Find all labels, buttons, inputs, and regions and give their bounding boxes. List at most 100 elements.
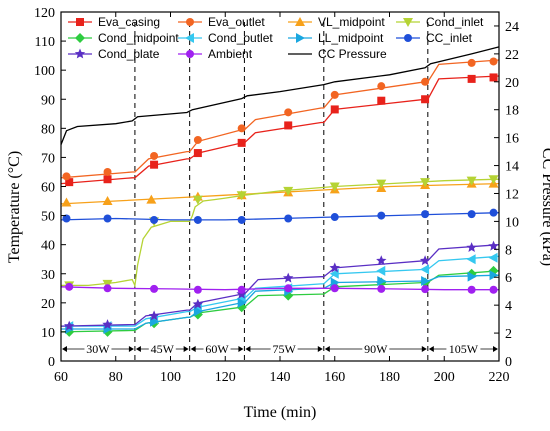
data-point xyxy=(148,310,160,321)
series-vl-midpoint xyxy=(60,178,500,207)
data-point xyxy=(193,135,202,144)
legend-label: Eva_casing xyxy=(98,15,160,29)
phase-arrow-head-left xyxy=(135,346,141,352)
phase-arrow-head-right xyxy=(238,346,244,352)
series-cond-plate xyxy=(60,240,500,331)
y-tick-label: 50 xyxy=(41,210,55,225)
x-tick-label: 80 xyxy=(109,370,123,385)
legend-swatch-marker xyxy=(76,18,84,26)
data-point xyxy=(330,90,339,99)
legend-swatch-marker xyxy=(74,48,86,59)
legend-swatch-marker xyxy=(296,33,305,43)
data-point xyxy=(329,182,340,192)
y-tick-label: 10 xyxy=(41,326,55,341)
legend-swatch-marker xyxy=(403,18,413,27)
y2-tick-label: 2 xyxy=(505,327,512,342)
data-point xyxy=(237,215,246,224)
data-point xyxy=(489,57,498,66)
y2-tick-label: 22 xyxy=(505,48,519,63)
plot-frame xyxy=(60,11,500,362)
data-point xyxy=(330,105,339,114)
data-point xyxy=(376,179,387,189)
data-point xyxy=(236,191,247,201)
legend-label: VL_midpoint xyxy=(318,15,385,29)
series-line xyxy=(60,182,500,205)
series-line xyxy=(60,244,500,327)
y-tick-label: 100 xyxy=(34,64,55,79)
y-tick-label: 0 xyxy=(48,355,55,370)
legend-item: Cond_outlet xyxy=(178,31,273,45)
data-point xyxy=(377,211,386,220)
data-point xyxy=(283,272,294,283)
plot-area: 30W 45W 60W 75W 90W 105W xyxy=(60,22,500,361)
legend-item: LL_midpoint xyxy=(288,31,384,45)
series-line xyxy=(60,212,500,221)
series-cc-inlet xyxy=(60,208,500,224)
phase-label-bg xyxy=(270,341,298,357)
data-point xyxy=(193,215,202,224)
data-point xyxy=(284,121,293,130)
legend-item: CC Pressure xyxy=(288,47,387,61)
phase-label: 90W xyxy=(364,342,388,356)
data-point xyxy=(103,284,112,293)
data-point xyxy=(420,178,431,188)
y2-axis-title: CC Pressure (kPa) xyxy=(539,148,550,266)
data-point xyxy=(65,178,74,187)
phase-label-bg xyxy=(148,341,176,357)
y2-tick-label: 16 xyxy=(505,132,519,147)
data-point xyxy=(467,271,477,282)
data-point xyxy=(330,213,339,222)
series-eva-casing xyxy=(60,73,500,187)
x-tick-label: 180 xyxy=(379,370,400,385)
x-tick-label: 100 xyxy=(160,370,181,385)
data-point xyxy=(150,215,159,224)
series-eva-outlet xyxy=(60,57,500,181)
data-point xyxy=(467,210,476,219)
legend-item: Cond_inlet xyxy=(396,15,484,29)
phase-arrow-head-left xyxy=(428,346,434,352)
legend-swatch-marker xyxy=(185,33,194,43)
series-line xyxy=(61,178,500,288)
data-point xyxy=(421,77,430,86)
data-point xyxy=(150,284,159,293)
y2-tick-label: 24 xyxy=(505,20,519,35)
phase-label: 30W xyxy=(86,342,110,356)
x-tick-label: 220 xyxy=(489,370,510,385)
data-point xyxy=(488,240,499,251)
x-tick-label: 200 xyxy=(434,370,455,385)
phase-label: 105W xyxy=(449,342,479,356)
legend-swatch-marker xyxy=(295,17,305,26)
data-point xyxy=(150,151,159,160)
data-point xyxy=(146,194,157,204)
y-tick-label: 30 xyxy=(41,268,55,283)
series-cond-outlet xyxy=(61,252,500,332)
data-point xyxy=(64,320,75,331)
y2-tick-label: 0 xyxy=(505,355,512,370)
legend-label: Cond_plate xyxy=(98,47,160,61)
data-point xyxy=(489,285,498,294)
data-point xyxy=(419,255,431,266)
phase-label: 75W xyxy=(272,342,296,356)
data-point xyxy=(329,262,340,273)
data-point xyxy=(421,285,430,294)
phase-arrow-head-right xyxy=(493,346,498,352)
phase-label-bg xyxy=(203,341,231,357)
data-point xyxy=(284,284,293,293)
data-point xyxy=(488,252,498,263)
legend-label: CC Pressure xyxy=(318,47,387,61)
data-point xyxy=(330,284,339,293)
phase-label-bg xyxy=(446,341,481,357)
y-tick-label: 90 xyxy=(41,93,55,108)
series-line xyxy=(61,274,500,330)
data-point xyxy=(237,297,247,308)
y-tick-label: 60 xyxy=(41,181,55,196)
data-point xyxy=(466,242,477,252)
y-tick-label: 70 xyxy=(41,151,55,166)
data-point xyxy=(421,210,430,219)
series-cc-pressure xyxy=(60,46,500,145)
data-point xyxy=(192,195,203,205)
legend-swatch-marker xyxy=(186,18,194,26)
y2-tick-label: 4 xyxy=(505,299,512,314)
